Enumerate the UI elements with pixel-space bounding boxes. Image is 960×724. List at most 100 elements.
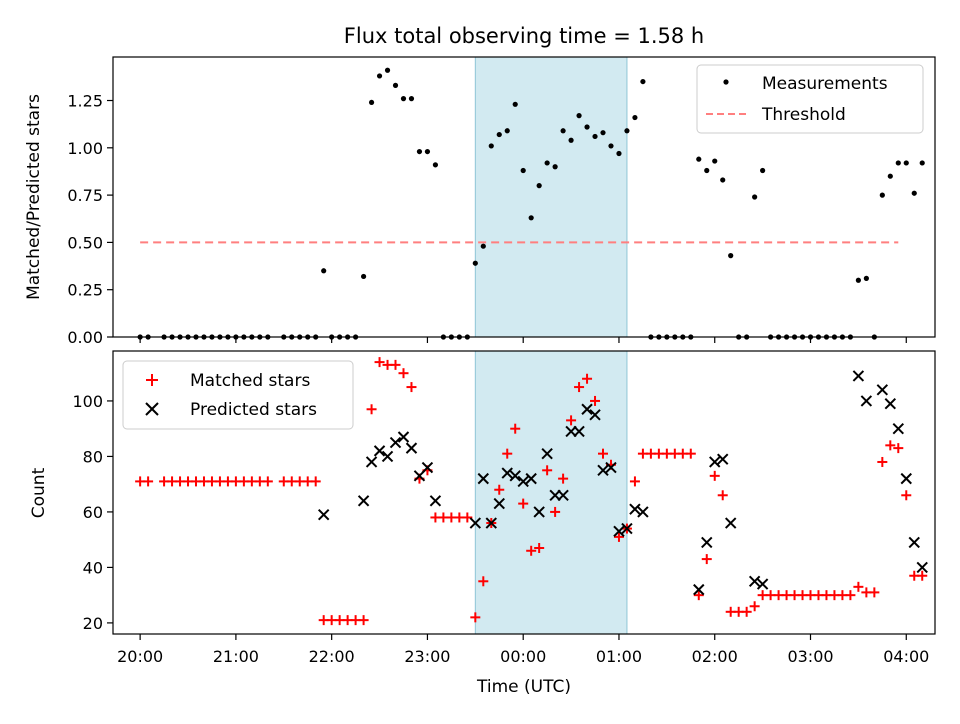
top-ylabel: Matched/Predicted stars	[24, 94, 44, 300]
measurement-point	[696, 156, 702, 162]
matched-star-point	[462, 512, 473, 523]
predicted-star-point	[357, 495, 370, 507]
predicted-star-point	[852, 370, 865, 382]
bottom-ytick-label: 80	[83, 447, 103, 466]
matched-star-point	[613, 531, 624, 542]
matched-star-point	[494, 484, 505, 495]
bottom-xlabel: Time (UTC)	[476, 677, 571, 697]
predicted-star-point	[908, 536, 920, 549]
measurement-point	[879, 192, 885, 198]
predicted-star-point	[373, 445, 386, 457]
measurement-point	[536, 183, 542, 189]
matched-star-point	[478, 576, 489, 587]
bottom-legend-box	[122, 360, 354, 430]
matched-star-point	[685, 448, 696, 459]
predicted-star-point	[860, 395, 873, 407]
matched-star-point	[741, 606, 752, 617]
predicted-star-point	[477, 472, 490, 485]
matched-star-point	[885, 440, 896, 451]
predicted-star-point	[629, 503, 641, 515]
predicted-star-point	[724, 517, 737, 529]
predicted-star-point	[884, 398, 897, 410]
matched-star-point	[502, 448, 513, 459]
matched-star-point	[845, 590, 856, 601]
predicted-star-point	[892, 422, 904, 435]
matched-star-point	[510, 423, 521, 434]
legend-threshold: Threshold	[761, 105, 846, 125]
measurement-point	[360, 273, 367, 280]
top-legend: Measurements Threshold	[696, 64, 924, 134]
measurement-point	[560, 128, 566, 134]
measurement-point	[416, 148, 423, 155]
measurement-point	[544, 160, 550, 166]
matched-star-point	[869, 587, 880, 598]
measurement-point	[911, 190, 917, 196]
measurement-point	[616, 150, 622, 157]
measurement-point	[528, 215, 534, 221]
measurement-point	[384, 67, 391, 73]
bottom-xtick-label: 02:00	[692, 647, 738, 666]
predicted-star-point	[637, 506, 649, 518]
matched-star-point	[358, 615, 369, 626]
top-ytick-label: 0.75	[67, 186, 103, 205]
predicted-star-point	[876, 384, 889, 396]
bottom-xtick-label: 04:00	[883, 647, 929, 666]
matched-star-point	[143, 476, 154, 487]
legend-measurements: Measurements	[762, 74, 888, 94]
legend-predicted: Predicted stars	[190, 400, 317, 420]
bottom-ylabel: Count	[29, 467, 49, 518]
bottom-xtick-label: 20:00	[117, 647, 163, 666]
legend-matched: Matched stars	[190, 371, 310, 391]
matched-star-point	[398, 368, 409, 379]
measurement-point	[600, 130, 606, 136]
predicted-star-point	[597, 464, 609, 477]
matched-star-point	[470, 612, 481, 623]
predicted-star-point	[748, 575, 761, 587]
matched-star-point	[709, 470, 720, 481]
measurement-point	[728, 253, 734, 259]
measurement-point	[863, 275, 869, 281]
predicted-star-point	[485, 517, 497, 529]
predicted-star-point	[421, 461, 434, 474]
predicted-star-point	[493, 497, 505, 510]
top-legend-box	[696, 64, 924, 134]
measurement-point	[488, 143, 494, 149]
measurement-point	[720, 177, 726, 183]
matched-star-point	[749, 601, 760, 612]
legend-predicted-marker	[145, 402, 159, 416]
matched-star-point	[374, 357, 385, 368]
predicted-star-point	[517, 475, 529, 488]
predicted-star-point	[317, 508, 330, 521]
predicted-star-point	[621, 522, 633, 535]
measurement-point	[568, 137, 574, 143]
matched-star-point	[550, 506, 561, 517]
predicted-star-point	[533, 506, 545, 518]
matched-star-point	[518, 498, 529, 509]
matched-star-point	[574, 382, 585, 393]
matched-star-point	[582, 373, 593, 384]
predicted-star-point	[501, 467, 513, 479]
measurement-point	[376, 73, 383, 79]
predicted-star-point	[581, 403, 593, 415]
predicted-star-point	[557, 489, 569, 501]
matched-star-point	[566, 415, 577, 426]
matched-star-point	[877, 456, 888, 467]
bottom-ytick-label: 100	[72, 392, 103, 411]
predicted-star-point	[693, 583, 705, 596]
measurement-point	[392, 82, 399, 88]
predicted-star-point	[717, 453, 729, 465]
measurement-point	[512, 101, 518, 107]
predicted-star-point	[525, 472, 537, 485]
bottom-axes-frame	[112, 350, 936, 635]
bottom-xtick-label: 00:00	[500, 647, 546, 666]
top-ytick-label: 0.00	[67, 328, 103, 347]
legend-measurement-marker	[723, 79, 729, 85]
matched-star-point	[629, 476, 640, 487]
measurement-point	[712, 158, 718, 164]
matched-star-point	[917, 570, 928, 581]
measurement-point	[903, 160, 909, 166]
chart-title: Flux total observing time = 1.58 h	[344, 24, 704, 48]
measurement-point	[504, 128, 510, 134]
measurement-point	[752, 194, 758, 200]
predicted-star-point	[405, 442, 418, 454]
